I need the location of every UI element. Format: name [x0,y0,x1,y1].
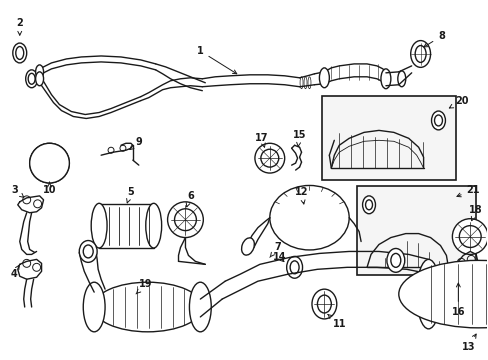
Text: 3: 3 [11,185,24,197]
Circle shape [167,202,203,238]
Ellipse shape [416,260,440,329]
Bar [356,186,475,275]
Ellipse shape [36,65,43,79]
Text: 7: 7 [269,243,281,257]
Text: 16: 16 [450,283,464,317]
Ellipse shape [410,41,429,67]
Ellipse shape [431,111,445,130]
Bar [322,96,455,180]
Text: 20: 20 [448,96,468,108]
Text: 19: 19 [136,279,152,294]
Text: 15: 15 [292,130,305,147]
Ellipse shape [93,282,202,332]
Ellipse shape [241,238,254,255]
Ellipse shape [380,69,390,89]
Bar [99,204,153,248]
Text: 13: 13 [461,334,475,352]
Ellipse shape [311,289,336,319]
Ellipse shape [386,248,404,272]
Circle shape [30,143,69,183]
Ellipse shape [269,185,348,250]
Ellipse shape [319,68,328,88]
Ellipse shape [189,282,211,332]
Text: 8: 8 [423,31,444,47]
Ellipse shape [286,256,302,278]
Text: 11: 11 [327,314,346,329]
Ellipse shape [26,70,38,88]
Ellipse shape [397,71,405,87]
Text: 9: 9 [129,137,142,149]
Ellipse shape [145,203,162,248]
Text: 18: 18 [468,205,482,221]
Text: 17: 17 [255,133,268,147]
Circle shape [451,219,487,255]
Text: 10: 10 [42,182,56,195]
Ellipse shape [30,143,69,183]
Text: 5: 5 [126,187,134,203]
Text: 12: 12 [294,187,307,204]
Ellipse shape [83,282,105,332]
Ellipse shape [362,196,375,214]
Ellipse shape [91,203,107,248]
Text: 2: 2 [16,18,23,35]
Text: 21: 21 [456,185,479,197]
Text: 1: 1 [197,46,236,74]
Text: 4: 4 [10,265,19,279]
Ellipse shape [13,43,27,63]
Circle shape [254,143,284,173]
Ellipse shape [79,240,97,262]
Text: 14: 14 [272,252,286,262]
Ellipse shape [398,260,488,328]
Ellipse shape [36,72,43,86]
Text: 6: 6 [186,191,193,207]
